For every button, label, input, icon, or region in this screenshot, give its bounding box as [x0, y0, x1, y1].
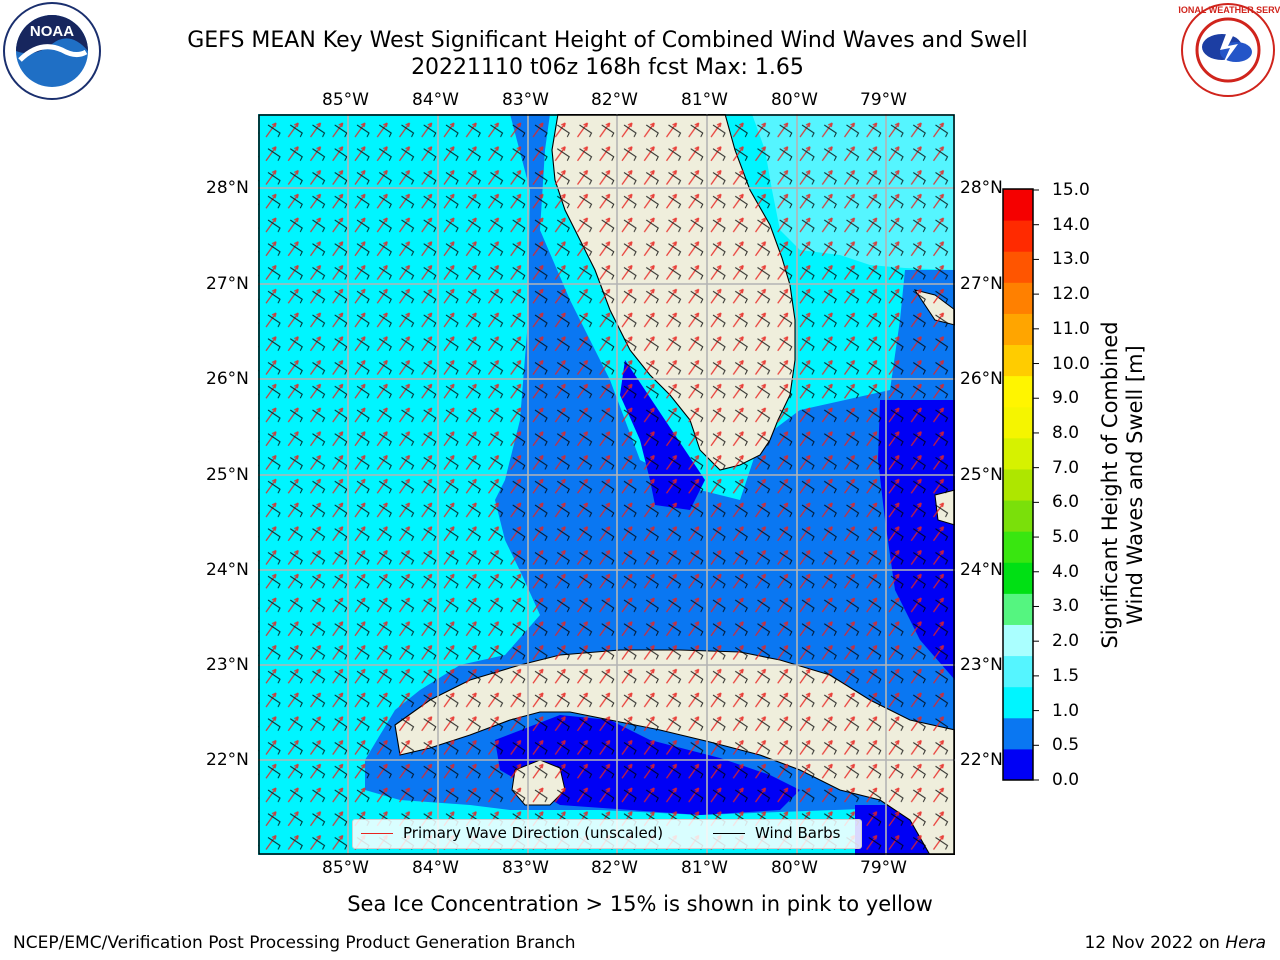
lon-tick-bottom: 82°W [591, 858, 638, 878]
lon-tick-top: 81°W [681, 90, 728, 110]
colorbar-segment [1003, 220, 1033, 252]
nws-logo: NATIONAL WEATHER SERVICE [1178, 3, 1280, 97]
colorbar-tick-label: 4.0 [1052, 561, 1080, 582]
gridlines [258, 114, 955, 855]
lon-tick-top: 84°W [412, 90, 459, 110]
noaa-logo: NOAA [3, 2, 101, 100]
colorbar-tick-label: 14.0 [1052, 214, 1090, 235]
colorbar-segment [1003, 655, 1033, 688]
colorbar-segment [1003, 624, 1033, 657]
lon-tick-top: 83°W [502, 90, 549, 110]
lon-tick-bottom: 83°W [502, 858, 549, 878]
colorbar-tick-label: 11.0 [1052, 318, 1090, 339]
colorbar-title-line1: Significant Height of Combined [1098, 321, 1122, 649]
lon-tick-top: 82°W [591, 90, 638, 110]
noaa-logo-text: NOAA [30, 23, 74, 40]
sea-ice-note: Sea Ice Concentration > 15% is shown in … [347, 892, 933, 916]
legend-item-wind-barbs: Wind Barbs [713, 824, 840, 842]
map-frame [258, 114, 955, 855]
render-date: 12 Nov 2022 on Hera [1084, 933, 1266, 953]
colorbar-segment [1003, 406, 1033, 439]
chart-subtitle: 20221110 t06z 168h fcst Max: 1.65 [411, 55, 804, 80]
colorbar-tick-label: 12.0 [1052, 284, 1090, 305]
lon-tick-top: 80°W [771, 90, 818, 110]
lat-tick-left: 27°N [206, 274, 249, 294]
colorbar-tick-label: 2.0 [1052, 631, 1080, 652]
colorbar-tick-label: 13.0 [1052, 249, 1090, 270]
colorbar-frame [1002, 188, 1034, 781]
map-panel [258, 114, 955, 855]
colorbar-tick-label: 8.0 [1052, 422, 1080, 443]
legend-wave-line [361, 832, 393, 834]
lat-tick-left: 28°N [206, 178, 249, 198]
lon-tick-bottom: 81°W [681, 858, 728, 878]
colorbar-segment [1003, 686, 1033, 719]
colorbar-tick-label: 3.0 [1052, 596, 1080, 617]
colorbar-segment [1003, 748, 1033, 781]
colorbar-tick-label: 6.0 [1052, 492, 1080, 513]
wave-wind-vector-field [258, 114, 955, 855]
colorbar-segment [1003, 189, 1033, 221]
lat-tick-right: 25°N [960, 465, 1003, 485]
colorbar-segment [1003, 251, 1033, 283]
lon-tick-bottom: 84°W [412, 858, 459, 878]
colorbar [1002, 188, 1039, 781]
colorbar-tick-label: 9.0 [1052, 388, 1080, 409]
lat-tick-right: 22°N [960, 750, 1003, 770]
colorbar-tick-label: 1.5 [1052, 665, 1080, 686]
lon-tick-bottom: 80°W [771, 858, 818, 878]
colorbar-segment [1003, 593, 1033, 625]
lat-tick-left: 22°N [206, 750, 249, 770]
legend-wave-label: Primary Wave Direction (unscaled) [403, 824, 664, 842]
legend-item-wave-direction: Primary Wave Direction (unscaled) [361, 824, 663, 842]
lat-tick-right: 27°N [960, 274, 1003, 294]
nws-logo-text: NATIONAL WEATHER SERVICE [1178, 5, 1280, 15]
colorbar-segment [1003, 344, 1033, 377]
legend-barb-label: Wind Barbs [755, 824, 841, 842]
colorbar-title: Significant Height of Combined Wind Wave… [1098, 265, 1158, 705]
colorbar-segment [1003, 717, 1033, 750]
colorbar-segment [1003, 375, 1033, 408]
lat-tick-right: 23°N [960, 655, 1003, 675]
colorbar-tick-label: 7.0 [1052, 457, 1080, 478]
lon-tick-bottom: 79°W [860, 858, 907, 878]
colorbar-segment [1003, 500, 1033, 532]
lat-tick-left: 25°N [206, 465, 249, 485]
legend-barb-line [713, 832, 745, 834]
colorbar-segment [1003, 531, 1033, 563]
colorbar-tick-label: 0.5 [1052, 735, 1080, 756]
colorbar-tick-label: 0.0 [1052, 770, 1080, 790]
lat-tick-left: 24°N [206, 560, 249, 580]
colorbar-tick-label: 5.0 [1052, 527, 1080, 548]
colorbar-tick-label: 15.0 [1052, 180, 1090, 200]
lon-tick-top: 85°W [322, 90, 369, 110]
lat-tick-left: 26°N [206, 369, 249, 389]
lat-tick-right: 24°N [960, 560, 1003, 580]
chart-title: GEFS MEAN Key West Significant Height of… [187, 28, 1028, 53]
lat-tick-right: 28°N [960, 178, 1003, 198]
render-host: Hera [1225, 933, 1266, 953]
render-date-text: 12 Nov 2022 on [1084, 933, 1226, 953]
colorbar-segment [1003, 437, 1033, 470]
colorbar-tick-label: 10.0 [1052, 353, 1090, 374]
credit-text: NCEP/EMC/Verification Post Processing Pr… [13, 933, 576, 953]
colorbar-segment [1003, 313, 1033, 346]
lon-tick-top: 79°W [860, 90, 907, 110]
colorbar-segment [1003, 282, 1033, 314]
map-legend: Primary Wave Direction (unscaled) Wind B… [352, 819, 862, 849]
colorbar-segment [1003, 562, 1033, 594]
lon-tick-bottom: 85°W [322, 858, 369, 878]
lat-tick-right: 26°N [960, 369, 1003, 389]
lat-tick-left: 23°N [206, 655, 249, 675]
colorbar-tick-label: 1.0 [1052, 700, 1080, 721]
colorbar-segment [1003, 468, 1033, 501]
colorbar-title-line2: Wind Waves and Swell [m] [1123, 345, 1147, 625]
